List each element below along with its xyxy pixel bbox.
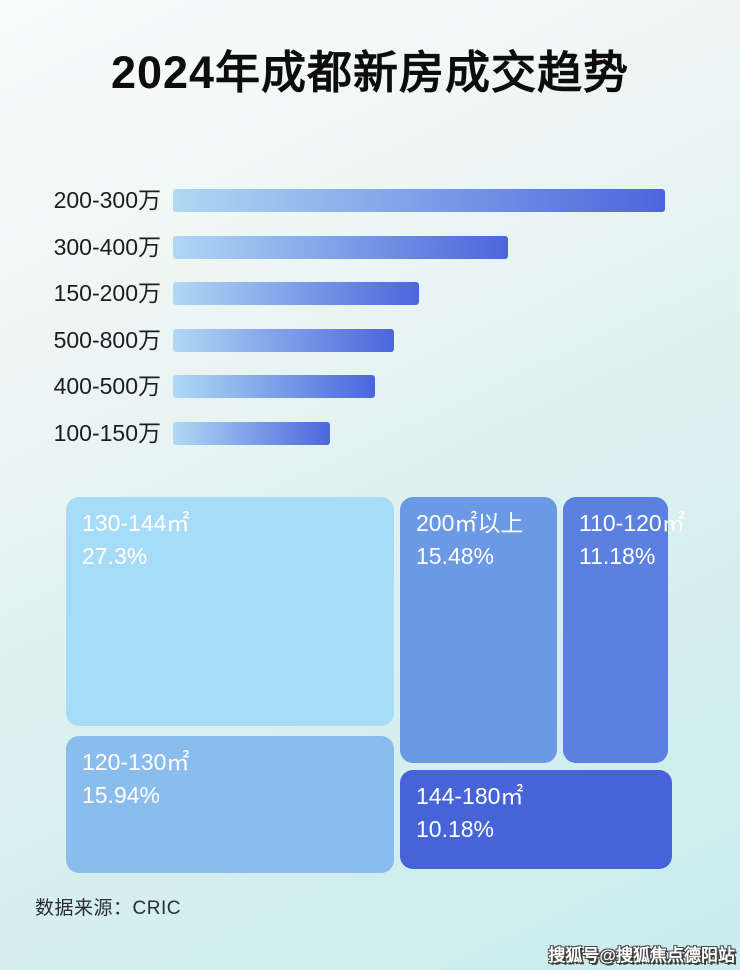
page-title: 2024年成都新房成交趋势 <box>110 47 630 98</box>
bar-fill <box>173 189 665 212</box>
bar-row: 300-400万 <box>30 236 508 259</box>
tile-area-label: 110-120㎡ <box>579 510 685 536</box>
bar-category-label: 300-400万 <box>53 234 161 260</box>
price-bar-chart: 200-300万 300-400万 150-200万 500-800万 400-500万… <box>0 189 740 449</box>
bar-fill <box>173 375 375 398</box>
bar-row: 400-500万 <box>30 375 375 398</box>
treemap-tile: 200㎡以上 15.48% <box>400 497 557 763</box>
bar-category-label: 400-500万 <box>53 373 161 399</box>
tile-percent-value: 15.94% <box>82 782 161 808</box>
bar-category-label: 500-800万 <box>53 327 161 353</box>
tile-percent-value: 27.3% <box>82 543 148 569</box>
bar-row: 100-150万 <box>30 422 330 445</box>
watermark: 搜狐号@搜狐焦点德阳站 <box>548 946 735 965</box>
bar-fill <box>173 282 419 305</box>
bar-category-label: 200-300万 <box>53 187 161 213</box>
bar-category-label: 100-150万 <box>53 420 161 446</box>
treemap-tile: 144-180㎡ 10.18% <box>400 770 672 869</box>
data-source-label: 数据来源：CRIC <box>35 898 181 919</box>
tile-percent-value: 10.18% <box>416 816 495 842</box>
bar-row: 200-300万 <box>30 189 665 212</box>
treemap-tile: 130-144㎡ 27.3% <box>66 497 394 726</box>
tile-area-label: 130-144㎡ <box>82 510 190 536</box>
tile-percent-value: 11.18% <box>579 543 656 569</box>
bar-row: 500-800万 <box>30 329 394 352</box>
bar-row: 150-200万 <box>30 282 419 305</box>
treemap-tile: 120-130㎡ 15.94% <box>66 736 394 873</box>
tile-percent-value: 15.48% <box>416 543 495 569</box>
tile-area-label: 120-130㎡ <box>82 749 190 775</box>
bar-fill <box>173 329 394 352</box>
tile-area-label: 144-180㎡ <box>416 783 524 809</box>
bar-category-label: 150-200万 <box>53 280 161 306</box>
treemap-tile: 110-120㎡ 11.18% <box>563 497 685 763</box>
bar-fill <box>173 422 330 445</box>
bar-fill <box>173 236 508 259</box>
tile-area-label: 200㎡以上 <box>416 510 524 536</box>
